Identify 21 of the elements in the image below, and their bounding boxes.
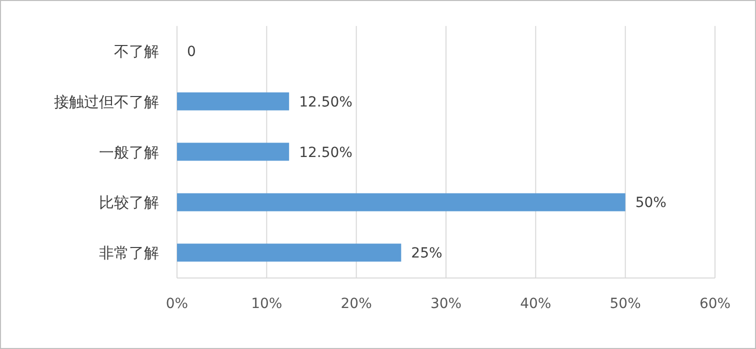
y-tick-label: 非常了解 — [99, 244, 159, 262]
x-tick-label: 10% — [251, 296, 282, 312]
x-tick-label: 30% — [430, 296, 462, 312]
x-tick-label: 50% — [610, 296, 641, 312]
y-tick-label: 比较了解 — [99, 194, 159, 212]
x-tick-label: 0% — [166, 296, 188, 312]
x-tick-label: 20% — [340, 296, 372, 312]
data-label: 25% — [411, 246, 442, 262]
y-tick-label: 接触过但不了解 — [54, 92, 159, 111]
x-tick-label: 60% — [699, 296, 731, 312]
bar — [177, 92, 290, 110]
bar — [177, 193, 626, 212]
data-label: 0 — [187, 44, 196, 60]
x-tick-label: 40% — [520, 296, 552, 312]
bar — [177, 244, 402, 262]
y-tick-label: 不了解 — [114, 42, 159, 61]
data-label: 12.50% — [299, 144, 352, 161]
data-label: 50% — [635, 195, 666, 212]
data-label: 12.50% — [299, 94, 352, 110]
bar — [177, 142, 290, 161]
y-tick-label: 一般了解 — [99, 143, 159, 162]
